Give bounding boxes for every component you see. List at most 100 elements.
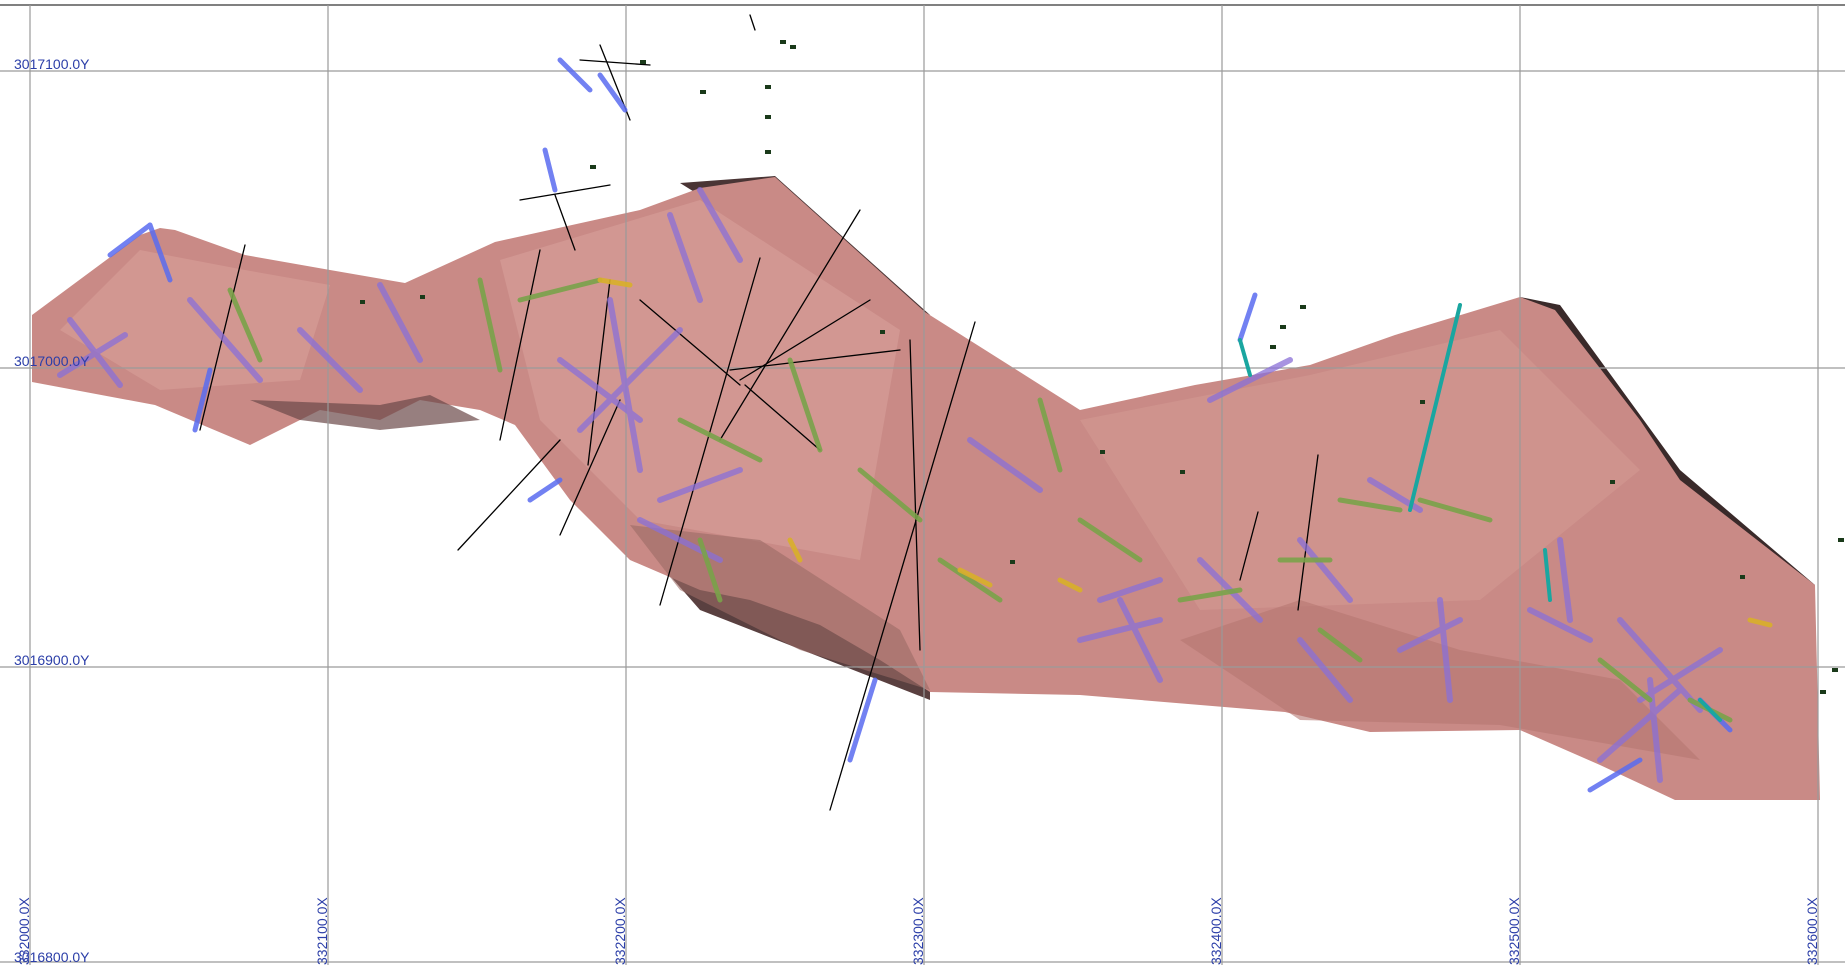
drillhole-segment — [477, 277, 503, 373]
sample-mark — [765, 115, 771, 119]
drillhole-trace — [579, 59, 651, 66]
drillhole-segment — [1117, 597, 1163, 683]
sample-mark — [640, 60, 646, 64]
drillhole-segment — [1637, 647, 1723, 703]
sample-mark — [765, 85, 771, 89]
drillhole-trace — [499, 249, 541, 441]
sample-mark — [1300, 305, 1306, 309]
drillhole-segment — [147, 222, 173, 283]
drillhole-trace — [729, 349, 901, 371]
drillhole-trace — [587, 279, 611, 466]
drillhole-sample-marks — [360, 40, 1844, 694]
sample-mark — [420, 295, 425, 299]
sample-mark — [780, 40, 786, 44]
sample-mark — [765, 150, 771, 154]
sample-mark — [700, 90, 706, 94]
drillhole-black-traces — [199, 14, 1319, 811]
drillhole-trace — [719, 209, 861, 441]
drillhole-segment — [297, 327, 363, 393]
y-tick-label: 3016900.0Y — [14, 652, 90, 668]
sample-mark — [1740, 575, 1745, 579]
drillhole-segment — [517, 277, 603, 303]
sample-mark — [1838, 538, 1844, 542]
x-tick-label: 332600.0X — [1804, 897, 1820, 965]
drillhole-segment — [1297, 637, 1353, 703]
drillhole-segment — [1397, 617, 1463, 653]
drillhole-segment — [377, 282, 423, 363]
sample-mark — [1100, 450, 1105, 454]
drillhole-trace — [749, 14, 756, 31]
drillhole-segment — [677, 417, 763, 463]
y-axis-labels: 3017100.0Y 3017000.0Y 3016900.0Y 3016800… — [14, 56, 90, 965]
drillhole-segment — [57, 332, 128, 378]
drillhole-segment — [1698, 698, 1722, 722]
drillhole-segment — [847, 677, 878, 763]
x-tick-label: 332100.0X — [314, 897, 330, 965]
sample-mark — [1820, 690, 1826, 694]
drillhole-trace — [457, 439, 561, 551]
drillhole-segment — [1037, 397, 1063, 473]
drillhole-segment — [667, 212, 703, 303]
drillhole-segment — [787, 357, 823, 453]
solid-facet-2 — [500, 200, 900, 560]
drillhole-trace — [744, 384, 821, 451]
drillhole-teal-segments — [1238, 303, 1722, 722]
drillhole-segment — [1297, 537, 1353, 603]
drillhole-segment — [1543, 548, 1552, 602]
drillhole-segment — [857, 467, 923, 523]
drillhole-layer — [57, 14, 1844, 811]
solid-facet-6 — [630, 525, 930, 690]
sample-mark — [1270, 345, 1276, 349]
drillhole-segment — [227, 287, 263, 363]
drillhole-segment — [1597, 687, 1683, 763]
drillhole-segment — [527, 477, 563, 503]
drillhole-segment — [787, 537, 803, 563]
drillhole-trace — [829, 321, 976, 811]
y-tick-label: 3017000.0Y — [14, 353, 90, 369]
drillhole-segment — [1177, 587, 1243, 603]
drillhole-segment — [1587, 757, 1643, 793]
solid-facet-1 — [60, 250, 330, 390]
drillhole-segment — [1408, 303, 1462, 512]
drillhole-segment — [1237, 292, 1258, 343]
sample-mark — [1832, 668, 1838, 672]
y-tick-label: 3016800.0Y — [14, 949, 90, 965]
drillhole-segment — [557, 57, 593, 93]
drillhole-segment — [1597, 657, 1653, 703]
drillhole-yellow-segments — [597, 277, 1773, 628]
sample-mark — [360, 300, 365, 304]
sample-mark — [1610, 480, 1615, 484]
x-tick-label: 332300.0X — [910, 897, 926, 965]
sample-mark — [1010, 560, 1015, 564]
sample-mark — [1180, 470, 1185, 474]
solid-facet-4 — [1180, 600, 1700, 760]
drillhole-trace — [554, 194, 576, 251]
sample-mark — [1420, 400, 1425, 404]
drillhole-segment — [1077, 517, 1143, 563]
x-tick-label: 332400.0X — [1208, 897, 1224, 965]
y-tick-label: 3017100.0Y — [14, 56, 90, 72]
drillhole-segment — [957, 567, 993, 588]
drillhole-segment — [1337, 497, 1403, 513]
coordinate-grid — [0, 5, 1845, 965]
drillhole-segment — [597, 277, 633, 288]
drillhole-segment — [1437, 597, 1453, 703]
solid-facet-3 — [1080, 330, 1640, 610]
x-axis-labels: 332000.0X 332100.0X 332200.0X 332300.0X … — [16, 897, 1820, 965]
drillhole-segment — [697, 187, 743, 263]
sample-mark — [590, 165, 596, 169]
drillhole-segment — [967, 437, 1043, 493]
drillhole-trace — [1297, 454, 1319, 611]
drillhole-green-segments — [227, 277, 1733, 723]
drillhole-segment — [1557, 537, 1573, 623]
drillhole-segment — [1057, 577, 1083, 593]
drillhole-segment — [1238, 338, 1252, 377]
drillhole-segment — [187, 297, 263, 383]
drillhole-segment — [107, 222, 153, 258]
x-tick-label: 332200.0X — [612, 897, 628, 965]
drillhole-segment — [1527, 607, 1593, 643]
sample-mark — [1280, 325, 1286, 329]
drillhole-segment — [577, 327, 683, 433]
drillhole-trace — [519, 184, 611, 201]
